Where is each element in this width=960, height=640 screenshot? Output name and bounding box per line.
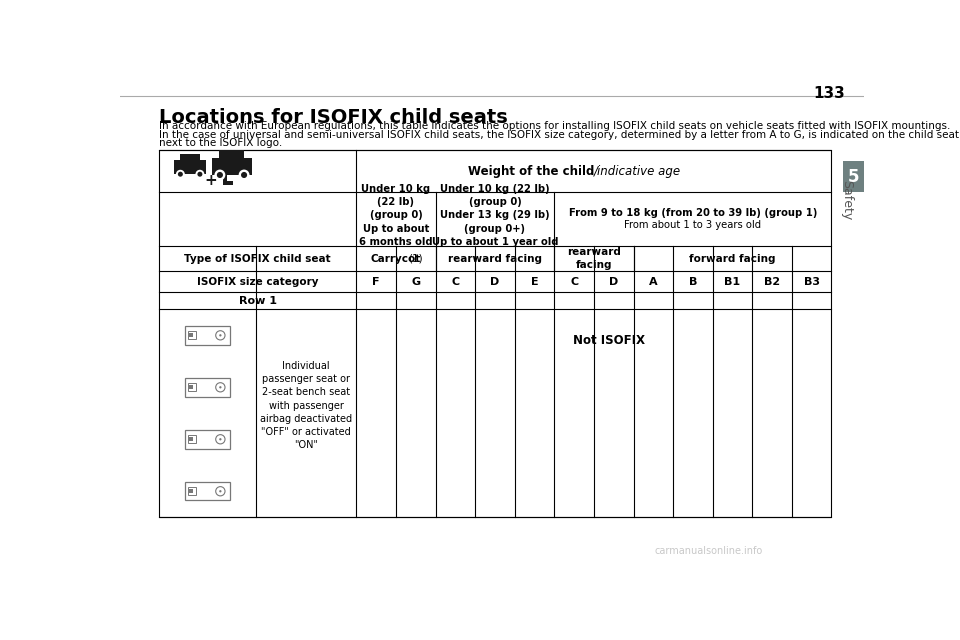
Bar (219, 150, 244, 159)
Text: next to the ISOFIX logo.: next to the ISOFIX logo. (158, 138, 282, 148)
Text: B1: B1 (725, 276, 740, 287)
Text: From 9 to 18 kg (from 20 to 39 lb) (group 1): From 9 to 18 kg (from 20 to 39 lb) (grou… (568, 208, 817, 218)
Text: From about 1 to 3 years old: From about 1 to 3 years old (624, 220, 761, 230)
Text: C: C (570, 276, 578, 287)
Bar (184, 378, 229, 397)
Bar (189, 490, 193, 493)
Text: rearward
facing: rearward facing (567, 247, 621, 269)
Bar (224, 181, 232, 185)
Circle shape (239, 170, 250, 180)
Circle shape (214, 170, 226, 180)
Text: Individual
passenger seat or
2-seat bench seat
with passenger
airbag deactivated: Individual passenger seat or 2-seat benc… (260, 361, 352, 450)
Bar (189, 385, 193, 389)
Circle shape (219, 490, 222, 492)
Text: E: E (531, 276, 539, 287)
Bar (189, 333, 193, 337)
Text: Under 10 kg
(22 lb)
(group 0)
Up to about
6 months old: Under 10 kg (22 lb) (group 0) Up to abou… (359, 184, 433, 247)
Text: D: D (491, 276, 499, 287)
Text: F: F (372, 276, 380, 287)
Text: Not ISOFIX: Not ISOFIX (573, 333, 645, 347)
Bar (188, 435, 196, 443)
Text: carmanualsonline.info: carmanualsonline.info (655, 546, 763, 556)
Bar (188, 383, 196, 391)
Text: Type of ISOFIX child seat: Type of ISOFIX child seat (184, 253, 331, 264)
Text: D: D (609, 276, 618, 287)
Text: G: G (411, 276, 420, 287)
Bar (174, 161, 206, 174)
Bar (188, 488, 196, 495)
Text: rearward facing: rearward facing (448, 253, 542, 264)
Text: forward facing: forward facing (689, 253, 776, 264)
Text: 5: 5 (848, 168, 859, 186)
Bar (843, 161, 864, 192)
Text: +: + (204, 173, 217, 188)
Text: A: A (649, 276, 658, 287)
Bar (184, 326, 229, 344)
Bar (158, 150, 831, 517)
Text: C: C (451, 276, 460, 287)
Text: B: B (688, 276, 697, 287)
Bar (212, 158, 252, 175)
Circle shape (219, 438, 222, 440)
Text: In the case of universal and semi-universal ISOFIX child seats, the ISOFIX size : In the case of universal and semi-univer… (158, 130, 959, 140)
Text: Row 1: Row 1 (239, 296, 276, 306)
Bar (184, 430, 229, 449)
Text: Safety: Safety (841, 180, 853, 220)
Circle shape (219, 334, 222, 337)
Text: Locations for ISOFIX child seats: Locations for ISOFIX child seats (158, 108, 508, 127)
Text: B3: B3 (804, 276, 820, 287)
Text: 133: 133 (813, 86, 845, 101)
Bar (224, 173, 228, 185)
Text: (1): (1) (408, 253, 422, 264)
Text: Weight of the child: Weight of the child (468, 164, 594, 178)
Bar (180, 154, 200, 162)
Circle shape (241, 172, 247, 178)
Bar (184, 482, 229, 500)
Text: Under 10 kg (22 lb)
(group 0)
Under 13 kg (29 lb)
(group 0+)
Up to about 1 year : Under 10 kg (22 lb) (group 0) Under 13 k… (432, 184, 558, 247)
Text: In accordance with European regulations, this table indicates the options for in: In accordance with European regulations,… (158, 122, 950, 131)
Circle shape (196, 170, 204, 179)
Bar (189, 437, 193, 441)
Circle shape (178, 172, 183, 177)
Circle shape (224, 167, 231, 175)
Text: B2: B2 (764, 276, 780, 287)
Text: Carrycot: Carrycot (371, 253, 421, 264)
Circle shape (217, 172, 223, 178)
Text: ISOFIX size category: ISOFIX size category (197, 276, 319, 287)
Circle shape (198, 172, 203, 177)
Text: /indicative age: /indicative age (594, 164, 681, 178)
Circle shape (176, 170, 185, 179)
Bar (188, 332, 196, 339)
Circle shape (219, 386, 222, 388)
